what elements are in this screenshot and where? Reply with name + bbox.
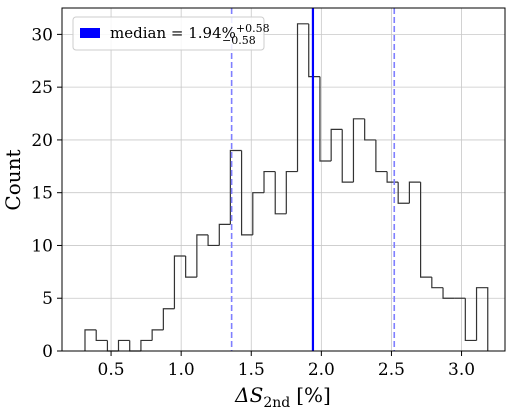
histogram-step: [375, 139, 388, 173]
x-tick-label: 1.5: [238, 360, 265, 380]
y-tick-label: 20: [31, 131, 53, 151]
histogram-step: [173, 255, 186, 309]
histogram-step: [218, 223, 231, 246]
y-tick-label: 0: [42, 342, 53, 362]
histogram-step: [185, 256, 197, 278]
x-tick-label: 2.0: [308, 360, 335, 380]
x-axis-label: ΔS2nd [%]: [234, 383, 331, 411]
histogram-step: [95, 329, 108, 342]
histogram-step: [364, 118, 376, 141]
histogram-step: [408, 181, 421, 204]
x-tick-label: 0.5: [98, 360, 125, 380]
histogram-step: [196, 234, 209, 278]
histogram-step: [117, 339, 130, 351]
legend-swatch: [80, 28, 100, 38]
y-tick-label: 30: [31, 25, 53, 45]
y-tick-label: 10: [31, 236, 53, 256]
histogram-step: [229, 149, 242, 225]
histogram-step: [151, 329, 164, 341]
x-tick-label: 2.5: [378, 360, 405, 380]
histogram-step: [319, 76, 332, 162]
histogram-step: [475, 287, 489, 351]
legend-text: median = 1.94%+0.58 −0.58: [110, 22, 270, 47]
histogram-step: [263, 170, 276, 193]
histogram-step: [285, 170, 298, 214]
y-tick-label: 25: [31, 78, 53, 98]
histogram-step: [352, 118, 365, 183]
histogram-step: [252, 192, 265, 235]
histogram-step: [431, 277, 444, 289]
legend-label: median = 1.94%: [110, 24, 236, 42]
legend-sup: +0.58: [236, 22, 270, 35]
x-label-suffix: [%]: [296, 383, 331, 407]
histogram-step: [296, 23, 309, 172]
y-tick-label: 5: [42, 289, 53, 309]
y-tick-label: 15: [31, 184, 53, 204]
histogram-step: [129, 340, 141, 352]
legend-box: [72, 16, 265, 51]
plot-frame: [61, 7, 506, 352]
histogram-step: [140, 339, 153, 351]
y-axis-label: Count: [1, 149, 25, 210]
histogram-step: [330, 128, 343, 162]
histogram-step: [464, 298, 477, 342]
histogram-step: [106, 340, 119, 352]
histogram-step: [84, 329, 97, 351]
histogram-step: [397, 182, 410, 204]
x-tick-label: 1.0: [168, 360, 195, 380]
histogram-step: [308, 23, 320, 78]
histogram-step: [162, 308, 175, 330]
histogram-step: [207, 234, 220, 247]
histogram-step: [240, 150, 253, 236]
histogram-step: [274, 171, 287, 215]
histogram-step: [420, 182, 432, 278]
x-tick-label: 3.0: [448, 360, 475, 380]
histogram-step: [442, 287, 455, 299]
histogram-step: [341, 129, 354, 183]
histogram-step: [386, 171, 399, 183]
x-label-sub: 2nd: [263, 395, 290, 411]
legend-sub: −0.58: [222, 34, 256, 47]
x-label-main: ΔS: [234, 383, 263, 407]
